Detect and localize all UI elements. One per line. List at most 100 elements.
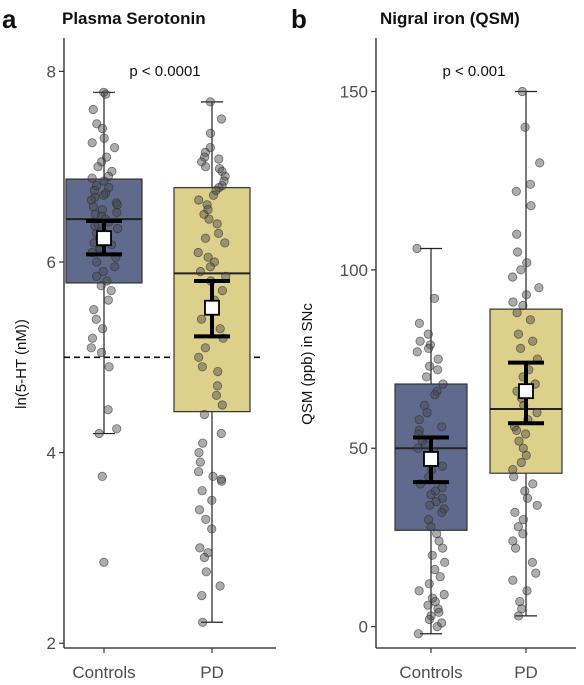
data-point bbox=[99, 133, 109, 143]
data-point bbox=[194, 195, 204, 205]
y-tick-label: 8 bbox=[47, 62, 56, 81]
data-point bbox=[195, 457, 205, 467]
data-point bbox=[103, 405, 113, 415]
data-point bbox=[96, 157, 107, 167]
data-point bbox=[92, 271, 102, 281]
data-point bbox=[432, 621, 442, 632]
data-point bbox=[97, 205, 108, 215]
data-point bbox=[197, 486, 207, 496]
data-point bbox=[437, 543, 448, 553]
data-point bbox=[527, 557, 538, 568]
data-point bbox=[522, 586, 532, 596]
data-point bbox=[206, 128, 216, 138]
x-tick-label-controls: Controls bbox=[399, 663, 462, 682]
data-point bbox=[217, 476, 227, 486]
y-tick-label: 6 bbox=[47, 253, 56, 272]
data-point bbox=[516, 265, 526, 275]
panel-letter-a: a bbox=[2, 4, 17, 34]
data-point bbox=[415, 336, 425, 346]
y-tick-label: 0 bbox=[359, 618, 368, 637]
panel-b: b Nigral iron (QSM) p < 0.001 QSM (ppb) … bbox=[291, 4, 576, 682]
data-point bbox=[112, 424, 122, 434]
y-tick-label: 4 bbox=[47, 444, 56, 463]
data-point bbox=[216, 114, 227, 124]
data-point bbox=[433, 604, 443, 614]
data-point bbox=[414, 318, 424, 328]
data-point bbox=[423, 343, 434, 353]
x-tick-label-pd: PD bbox=[514, 663, 538, 682]
data-point bbox=[437, 507, 447, 518]
data-point bbox=[532, 407, 542, 418]
data-point bbox=[433, 365, 443, 375]
data-point bbox=[93, 162, 103, 172]
data-point bbox=[207, 524, 217, 534]
data-point bbox=[510, 507, 520, 518]
data-point bbox=[198, 617, 208, 627]
data-point bbox=[88, 202, 99, 212]
data-point bbox=[195, 266, 206, 277]
panel-letter-b: b bbox=[291, 4, 307, 34]
data-point bbox=[199, 409, 209, 420]
data-point bbox=[508, 575, 518, 585]
data-point bbox=[515, 596, 525, 607]
data-point bbox=[104, 362, 114, 372]
data-point bbox=[426, 489, 436, 500]
data-point bbox=[216, 428, 226, 439]
data-point bbox=[518, 514, 528, 525]
data-point bbox=[200, 147, 210, 157]
chart-title-nigral-iron: Nigral iron (QSM) bbox=[380, 9, 520, 28]
data-point bbox=[528, 336, 538, 346]
data-point bbox=[511, 186, 521, 196]
data-point bbox=[196, 314, 207, 324]
data-point bbox=[512, 229, 522, 239]
data-point bbox=[423, 329, 433, 339]
data-point bbox=[112, 207, 122, 217]
p-value-annotation: p < 0.0001 bbox=[129, 63, 200, 80]
data-point bbox=[199, 552, 209, 563]
data-point bbox=[203, 548, 213, 558]
data-point bbox=[195, 543, 205, 553]
data-point bbox=[435, 572, 445, 582]
data-point bbox=[440, 557, 450, 568]
data-point bbox=[112, 200, 122, 210]
data-point bbox=[201, 567, 211, 577]
data-point bbox=[215, 581, 225, 591]
data-point bbox=[197, 590, 207, 601]
data-point bbox=[205, 97, 215, 107]
data-point bbox=[424, 361, 435, 371]
data-point bbox=[429, 293, 440, 303]
data-point bbox=[516, 457, 526, 468]
data-point bbox=[508, 536, 518, 546]
data-point bbox=[211, 185, 221, 196]
data-point bbox=[201, 514, 211, 524]
data-point bbox=[220, 238, 230, 248]
data-point bbox=[86, 343, 96, 353]
mean-marker bbox=[96, 230, 112, 247]
data-point bbox=[214, 228, 224, 238]
data-point bbox=[98, 266, 108, 277]
data-point bbox=[214, 154, 224, 164]
data-point bbox=[422, 407, 432, 418]
chart-title-serotonin: Plasma Serotonin bbox=[62, 9, 206, 28]
data-point bbox=[106, 285, 116, 296]
data-point bbox=[92, 181, 102, 191]
data-point bbox=[94, 428, 104, 439]
data-point bbox=[193, 247, 203, 258]
data-point bbox=[99, 190, 109, 200]
data-point bbox=[199, 209, 209, 219]
data-point bbox=[208, 190, 219, 200]
data-point bbox=[520, 429, 531, 439]
data-point bbox=[521, 450, 531, 460]
panel-a: a Plasma Serotonin p < 0.0001 ln(5-HT (n… bbox=[2, 4, 276, 682]
data-point bbox=[205, 262, 215, 272]
data-point bbox=[207, 495, 217, 505]
data-point bbox=[197, 362, 207, 372]
data-point bbox=[430, 564, 440, 575]
data-point bbox=[414, 586, 424, 596]
data-point bbox=[204, 214, 214, 224]
y-axis-label: QSM (ppb) in SNc bbox=[299, 303, 316, 425]
data-point bbox=[97, 471, 107, 481]
x-tick-label-pd: PD bbox=[200, 663, 224, 682]
data-point bbox=[194, 467, 204, 477]
data-point bbox=[439, 589, 449, 600]
